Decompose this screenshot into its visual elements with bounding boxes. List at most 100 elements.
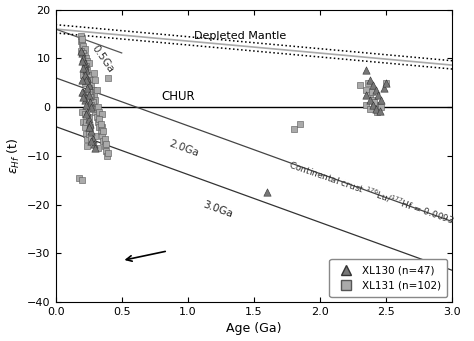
Point — [80, 73, 87, 78]
Text: 3.0Ga: 3.0Ga — [201, 199, 234, 219]
Point — [105, 151, 112, 156]
Point — [88, 94, 95, 100]
Point — [81, 112, 89, 117]
Point — [78, 90, 86, 95]
Point — [368, 90, 375, 95]
Point — [90, 92, 98, 98]
Point — [81, 73, 89, 78]
Point — [366, 97, 374, 102]
Point — [372, 87, 379, 93]
Point — [363, 68, 370, 73]
Point — [363, 102, 370, 107]
Point — [89, 100, 96, 105]
Point — [81, 53, 89, 59]
Point — [376, 108, 383, 114]
Point — [373, 109, 381, 115]
Point — [372, 107, 379, 112]
Point — [82, 112, 90, 117]
Point — [81, 124, 89, 129]
Point — [366, 77, 374, 83]
Point — [363, 92, 370, 98]
Point — [83, 75, 91, 80]
Legend: XL130 (n=47), XL131 (n=102): XL130 (n=47), XL131 (n=102) — [329, 259, 447, 297]
Point — [78, 109, 86, 115]
Point — [383, 80, 390, 85]
Point — [100, 129, 107, 134]
Point — [86, 90, 94, 95]
Point — [85, 92, 92, 98]
Point — [94, 146, 102, 151]
Point — [75, 175, 83, 180]
Text: 2.0Ga: 2.0Ga — [168, 138, 201, 159]
Point — [363, 87, 370, 93]
Point — [89, 87, 96, 93]
Point — [374, 92, 382, 98]
Point — [100, 138, 107, 144]
Point — [86, 94, 94, 100]
Point — [369, 102, 377, 107]
Text: 0.5Ga: 0.5Ga — [90, 44, 116, 75]
Point — [83, 58, 91, 63]
Point — [83, 109, 91, 115]
Point — [83, 77, 91, 83]
Point — [264, 190, 271, 195]
Point — [82, 102, 90, 107]
Point — [81, 80, 89, 85]
Text: Depleted Mantle: Depleted Mantle — [194, 31, 287, 41]
Point — [80, 65, 87, 71]
Point — [366, 92, 374, 98]
Point — [88, 102, 95, 107]
Point — [91, 97, 99, 102]
Point — [86, 124, 94, 129]
X-axis label: Age (Ga): Age (Ga) — [226, 323, 282, 336]
Point — [82, 68, 90, 73]
Point — [374, 107, 382, 112]
Point — [78, 177, 86, 183]
Point — [97, 121, 104, 127]
Point — [81, 60, 89, 66]
Point — [380, 85, 387, 90]
Point — [98, 134, 106, 139]
Point — [85, 85, 92, 90]
Point — [78, 41, 86, 46]
Point — [369, 97, 377, 102]
Point — [103, 153, 111, 159]
Point — [356, 83, 364, 88]
Point — [85, 124, 92, 129]
Point — [93, 114, 100, 120]
Point — [91, 77, 99, 83]
Point — [296, 121, 304, 127]
Point — [90, 141, 98, 146]
Text: Continental crust $^{176}$Lu/$^{177}$Hf = 0.0093: Continental crust $^{176}$Lu/$^{177}$Hf … — [287, 158, 456, 227]
Point — [88, 138, 95, 144]
Point — [80, 51, 87, 56]
Point — [78, 77, 86, 83]
Point — [91, 146, 99, 151]
Point — [88, 136, 95, 142]
Point — [88, 129, 95, 134]
Point — [88, 104, 95, 110]
Point — [77, 48, 84, 54]
Point — [86, 100, 94, 105]
Point — [80, 56, 87, 61]
Point — [77, 48, 84, 54]
Y-axis label: $\varepsilon_{Hf}$ (t): $\varepsilon_{Hf}$ (t) — [6, 138, 22, 174]
Point — [80, 90, 87, 95]
Point — [102, 148, 109, 154]
Point — [290, 126, 297, 132]
Point — [105, 75, 112, 80]
Point — [82, 63, 90, 68]
Point — [85, 83, 92, 88]
Point — [371, 100, 378, 105]
Point — [369, 83, 377, 88]
Point — [100, 136, 108, 142]
Point — [95, 117, 103, 122]
Point — [89, 136, 96, 142]
Point — [85, 117, 92, 122]
Point — [95, 124, 103, 129]
Point — [82, 131, 90, 137]
Point — [82, 56, 90, 61]
Point — [85, 114, 92, 120]
Point — [95, 109, 103, 115]
Point — [82, 119, 90, 124]
